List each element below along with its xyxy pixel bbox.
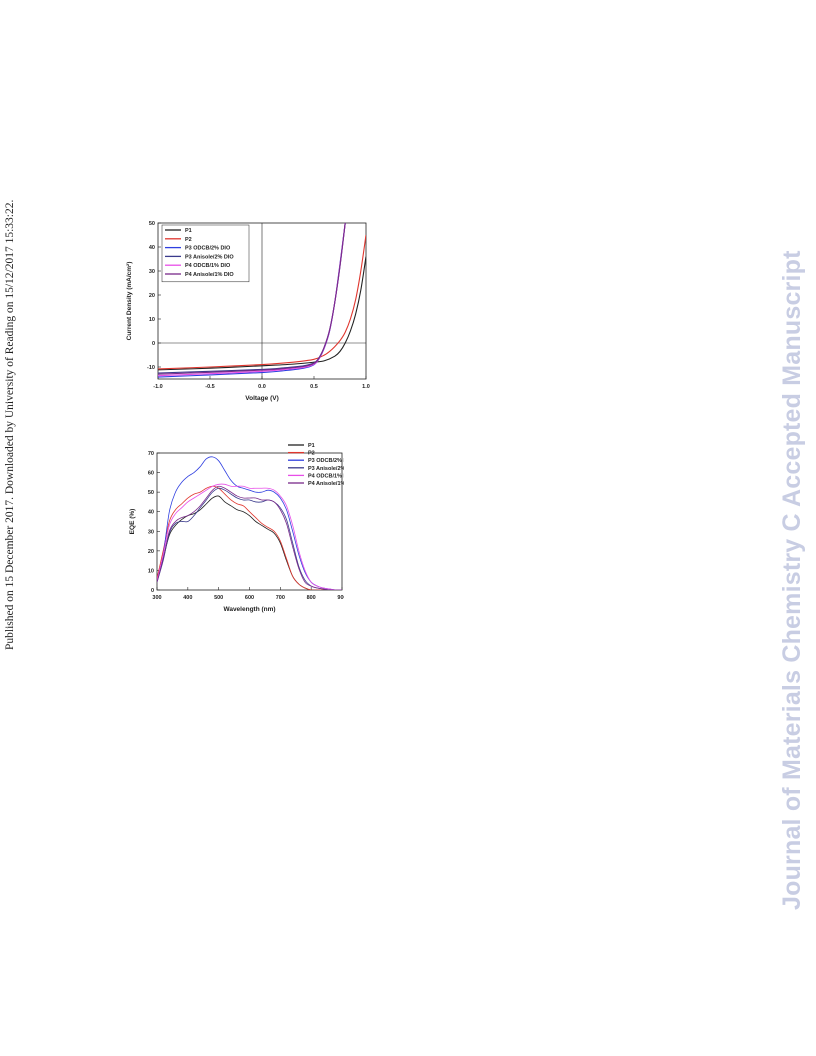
legend: P1 P2 P3 ODCB/2% DIO P3 Anisole/2% DIO P4 OD…: [161, 224, 250, 283]
legend-label-p3-anisole-2-dio: P3 Anisole/2% DIO: [308, 466, 344, 472]
y-tick-label: 30: [148, 529, 154, 535]
y-tick-label: 60: [148, 471, 154, 477]
legend-label-p4-anisole-1-dio: P4 Anisole/1% DIO: [308, 481, 344, 487]
y-tick-label: -10: [147, 365, 155, 371]
legend-label-p1: P1: [308, 443, 315, 449]
x-tick-label: 0.5: [310, 384, 318, 390]
legend-label-p4-anisole-1-dio: P4 Anisole/1% DIO: [185, 272, 234, 278]
series-line-p1: [158, 256, 366, 371]
y-tick-label: 70: [148, 451, 154, 457]
x-axis-label: Voltage (V): [245, 395, 278, 402]
y-tick-label: 20: [149, 293, 155, 299]
legend-label-p4-odcb-1-dio: P4 ODCB/1% DIO: [185, 263, 231, 269]
x-tick-label: 0.0: [258, 384, 266, 390]
y-tick-label: 10: [148, 568, 154, 574]
legend-label-p3-anisole-2-dio: P3 Anisole/2% DIO: [185, 254, 234, 260]
x-tick-label: 900: [337, 595, 344, 601]
series-line-p1: [157, 495, 324, 590]
series-line-p2: [158, 234, 366, 370]
publication-note: Published on 15 December 2017. Downloade…: [4, 199, 16, 650]
legend-label-p1: P1: [185, 228, 192, 234]
journal-watermark: Journal of Materials Chemistry C Accepte…: [778, 250, 806, 910]
x-tick-label: 800: [307, 595, 316, 601]
y-tick-label: 0: [151, 588, 154, 594]
jv-chart: -1.0 -0.5 0.0 0.5 1.0 -10 0 10 20 30 40 50 Voltage (…: [124, 216, 372, 404]
legend-label-p2: P2: [185, 237, 192, 243]
y-tick-label: 20: [148, 549, 154, 555]
y-tick-label: 10: [149, 317, 155, 323]
eqe-chart: 300 400 500 600 700 800 900 0 10 20 30 40 50 60 70 Wave…: [124, 440, 357, 616]
series-group: [158, 223, 366, 378]
series-line-p4-odcb-1-dio: [157, 483, 342, 590]
y-tick-label: 0: [152, 341, 155, 347]
legend-label-p3-odcb-2-dio: P3 ODCB/2% DIO: [308, 458, 344, 464]
legend-label-p4-odcb-1-dio: P4 ODCB/1% DIO: [308, 473, 344, 479]
legend-label-p3-odcb-2-dio: P3 ODCB/2% DIO: [185, 246, 231, 252]
series-line-p2: [157, 485, 324, 590]
series-line-p3-anisole-2-dio: [157, 487, 342, 590]
series-line-p4-anisole-1-dio: [157, 485, 342, 590]
x-tick-label: 400: [183, 595, 192, 601]
x-tick-label: -1.0: [153, 384, 162, 390]
y-axis-label: Current Density (mA/cm²): [126, 262, 133, 341]
x-tick-label: -0.5: [205, 384, 214, 390]
y-tick-label: 50: [149, 221, 155, 227]
y-tick-label: 40: [148, 510, 154, 516]
y-tick-label: 40: [149, 245, 155, 251]
x-tick-label: 300: [152, 595, 161, 601]
series-line-p4-anisole-1-dio: [158, 223, 346, 375]
x-tick-label: 1.0: [362, 384, 370, 390]
legend-box: [161, 224, 250, 283]
x-axis-label: Wavelength (nm): [223, 606, 275, 613]
x-tick-label: 500: [214, 595, 223, 601]
y-tick-label: 50: [148, 490, 154, 496]
x-tick-label: 700: [276, 595, 285, 601]
y-axis-label: EQE (%): [129, 509, 136, 535]
jv-chart-svg: -1.0 -0.5 0.0 0.5 1.0 -10 0 10 20 30 40 50 Voltage (…: [126, 221, 370, 402]
x-tick-label: 600: [245, 595, 254, 601]
eqe-chart-svg: 300 400 500 600 700 800 900 0 10 20 30 40 50 60 70 Wave…: [129, 443, 357, 613]
legend-label-p2: P2: [308, 451, 315, 457]
series-group: [157, 456, 342, 590]
y-tick-label: 30: [149, 269, 155, 275]
